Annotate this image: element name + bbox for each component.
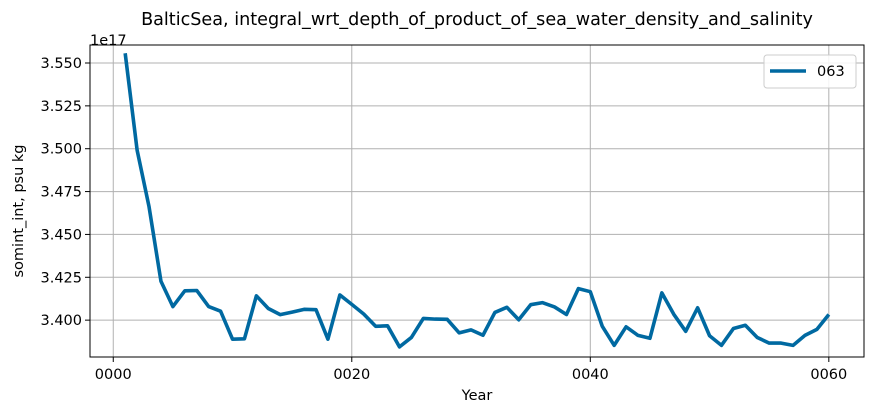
- plot-frame: [89, 44, 865, 358]
- x-tick-label: 0020: [333, 367, 370, 383]
- tick-labels: 0000 0020 0040 0060 3.400 3.425 3.450 3.475 3.50…: [40, 56, 847, 383]
- y-tick-label: 3.425: [40, 270, 82, 286]
- x-tick-label: 0060: [810, 367, 847, 383]
- y-tick-label: 3.550: [40, 56, 82, 72]
- chart-title: BalticSea, integral_wrt_depth_of_product…: [141, 10, 813, 30]
- legend-box: [763, 54, 857, 89]
- legend: 063: [763, 54, 857, 89]
- series-line-063: [123, 53, 831, 349]
- y-tick-label: 3.525: [40, 99, 82, 115]
- y-offset-label: 1e17: [90, 33, 127, 49]
- x-axis-label: Year: [461, 388, 493, 404]
- y-tick-label: 3.400: [40, 313, 82, 329]
- y-axis-label: somint_int, psu kg: [11, 145, 27, 278]
- y-tick-label: 3.500: [40, 142, 82, 158]
- y-tick-label: 3.450: [40, 227, 82, 243]
- y-tick-label: 3.475: [40, 185, 82, 201]
- x-tick-label: 0040: [572, 367, 609, 383]
- legend-label: 063: [817, 64, 845, 80]
- x-tick-label: 0000: [95, 367, 132, 383]
- grid-lines: [90, 45, 864, 357]
- axes: [85, 44, 865, 362]
- series-lines: [123, 53, 831, 349]
